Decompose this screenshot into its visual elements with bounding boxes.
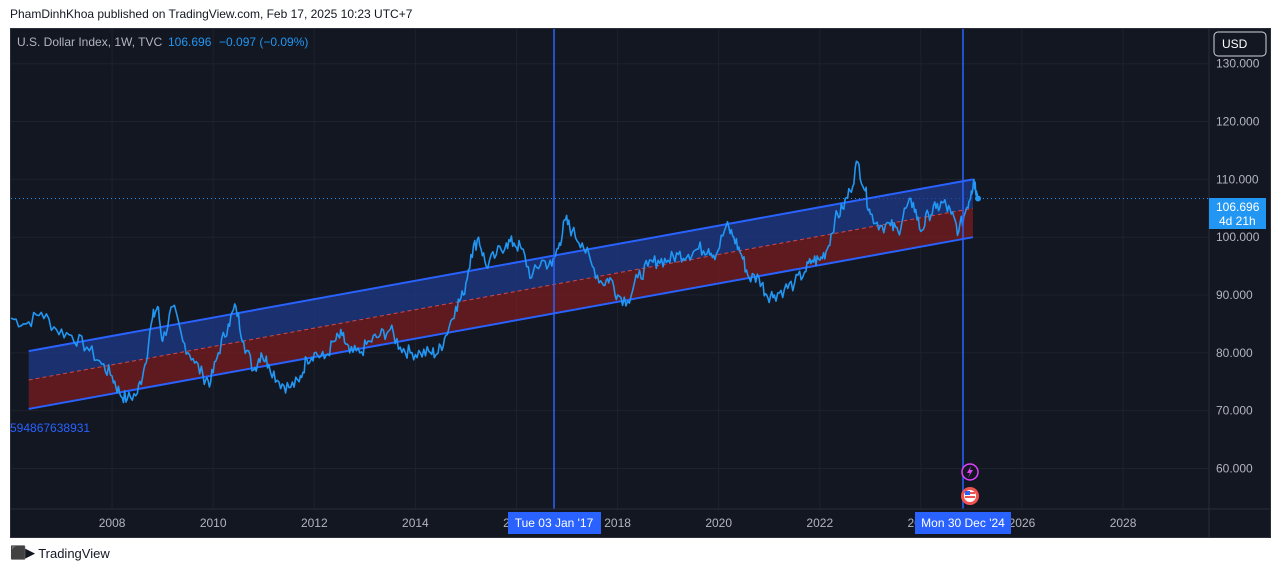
vertical-markers[interactable] bbox=[553, 29, 964, 509]
x-tick-label: 2020 bbox=[705, 516, 732, 530]
channel-lower-line bbox=[28, 236, 974, 410]
y-tick-label: 110.000 bbox=[1216, 172, 1259, 186]
countdown-label: 4d 21h bbox=[1219, 214, 1256, 228]
dxy-price-line bbox=[11, 160, 979, 404]
tradingview-logo-icon: ⬛▶ bbox=[10, 546, 35, 561]
x-tick-label: 2028 bbox=[1110, 516, 1137, 530]
last-price-value: 106.696 bbox=[1216, 200, 1260, 214]
x-tick-label: 2010 bbox=[200, 516, 227, 530]
x-tick-label: 2014 bbox=[402, 516, 429, 530]
y-tick-label: 70.000 bbox=[1216, 404, 1253, 418]
y-tick-label: 130.000 bbox=[1216, 57, 1260, 71]
currency-button-label: USD bbox=[1222, 37, 1248, 51]
legend-price: 106.696 bbox=[168, 35, 212, 49]
axes: 60.000 70.000 80.000 90.000 100.000 110.000 12… bbox=[11, 29, 1270, 537]
channel-lower-fill bbox=[28, 208, 973, 409]
channel-upper-fill bbox=[28, 179, 973, 381]
channel-middle-line bbox=[28, 207, 974, 381]
y-tick-label: 60.000 bbox=[1216, 462, 1253, 476]
x-tick-label: 2022 bbox=[806, 516, 833, 530]
us-flag-event-icon[interactable] bbox=[961, 487, 979, 505]
regression-channel[interactable] bbox=[28, 178, 974, 410]
footer: ⬛▶ TradingView bbox=[10, 546, 110, 561]
price-series bbox=[11, 160, 981, 404]
x-tick-label: 2012 bbox=[301, 516, 328, 530]
date-marker-text-1: Tue 03 Jan '17 bbox=[515, 516, 594, 530]
lightning-event-icon[interactable] bbox=[961, 463, 979, 481]
date-marker-label-2 bbox=[915, 512, 1011, 534]
publisher-header: PhamDinhKhoa published on TradingView.co… bbox=[10, 7, 413, 21]
legend-change: −0.097 (−0.09%) bbox=[219, 35, 308, 49]
left-price-label: 594867638931 bbox=[10, 421, 90, 435]
currency-button[interactable] bbox=[1213, 31, 1267, 57]
y-tick-label: 100.000 bbox=[1216, 230, 1260, 244]
grid-lines bbox=[11, 29, 1209, 509]
channel-upper-line bbox=[28, 178, 974, 353]
last-price-label bbox=[1209, 198, 1266, 229]
date-marker-label-1 bbox=[508, 512, 601, 534]
date-marker-text-2: Mon 30 Dec '24 bbox=[921, 516, 1005, 530]
x-tick-label: 2018 bbox=[604, 516, 631, 530]
legend-symbol: U.S. Dollar Index, 1W, TVC bbox=[17, 35, 162, 49]
y-tick-label: 90.000 bbox=[1216, 288, 1253, 302]
y-tick-label: 80.000 bbox=[1216, 346, 1253, 360]
footer-brand: TradingView bbox=[38, 546, 110, 561]
last-price-dot bbox=[974, 195, 981, 202]
x-tick-label: 2026 bbox=[1009, 516, 1036, 530]
y-tick-label: 120.000 bbox=[1216, 115, 1260, 129]
x-tick-label: 2008 bbox=[99, 516, 126, 530]
